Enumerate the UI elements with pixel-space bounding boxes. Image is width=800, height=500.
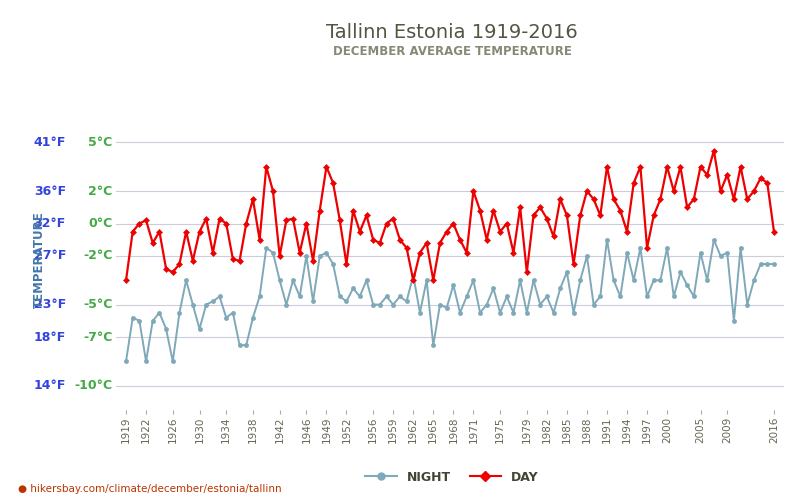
NIGHT — [122, 358, 131, 364]
Text: TEMPERATURE: TEMPERATURE — [33, 212, 46, 308]
NIGHT — [429, 342, 438, 348]
Text: DECEMBER AVERAGE TEMPERATURE: DECEMBER AVERAGE TEMPERATURE — [333, 45, 571, 58]
NIGHT — [622, 250, 632, 256]
Text: 18°F: 18°F — [34, 330, 66, 344]
Text: 14°F: 14°F — [34, 379, 66, 392]
Text: -2°C: -2°C — [83, 250, 113, 262]
DAY — [429, 278, 438, 283]
Text: 5°C: 5°C — [89, 136, 113, 149]
Line: NIGHT: NIGHT — [123, 238, 777, 364]
Text: -10°C: -10°C — [74, 379, 113, 392]
DAY — [615, 208, 625, 214]
Text: 0°C: 0°C — [89, 217, 113, 230]
Text: Tallinn Estonia 1919-2016: Tallinn Estonia 1919-2016 — [326, 22, 578, 42]
Text: 36°F: 36°F — [34, 184, 66, 198]
DAY — [709, 148, 718, 154]
Legend: NIGHT, DAY: NIGHT, DAY — [361, 466, 543, 489]
Text: 2°C: 2°C — [89, 184, 113, 198]
DAY — [162, 266, 171, 272]
Text: -7°C: -7°C — [83, 330, 113, 344]
DAY — [174, 261, 184, 267]
DAY — [122, 278, 131, 283]
NIGHT — [174, 310, 184, 316]
DAY — [482, 236, 491, 242]
Text: 32°F: 32°F — [34, 217, 66, 230]
NIGHT — [529, 278, 538, 283]
Line: DAY: DAY — [123, 148, 777, 282]
NIGHT — [602, 236, 612, 242]
DAY — [529, 212, 538, 218]
Text: 41°F: 41°F — [34, 136, 66, 149]
Text: 27°F: 27°F — [34, 250, 66, 262]
Text: -5°C: -5°C — [83, 298, 113, 311]
Text: ● hikersbay.com/climate/december/estonia/tallinn: ● hikersbay.com/climate/december/estonia… — [18, 484, 282, 494]
NIGHT — [482, 302, 491, 308]
NIGHT — [162, 326, 171, 332]
Text: 23°F: 23°F — [34, 298, 66, 311]
DAY — [769, 228, 778, 234]
NIGHT — [769, 261, 778, 267]
